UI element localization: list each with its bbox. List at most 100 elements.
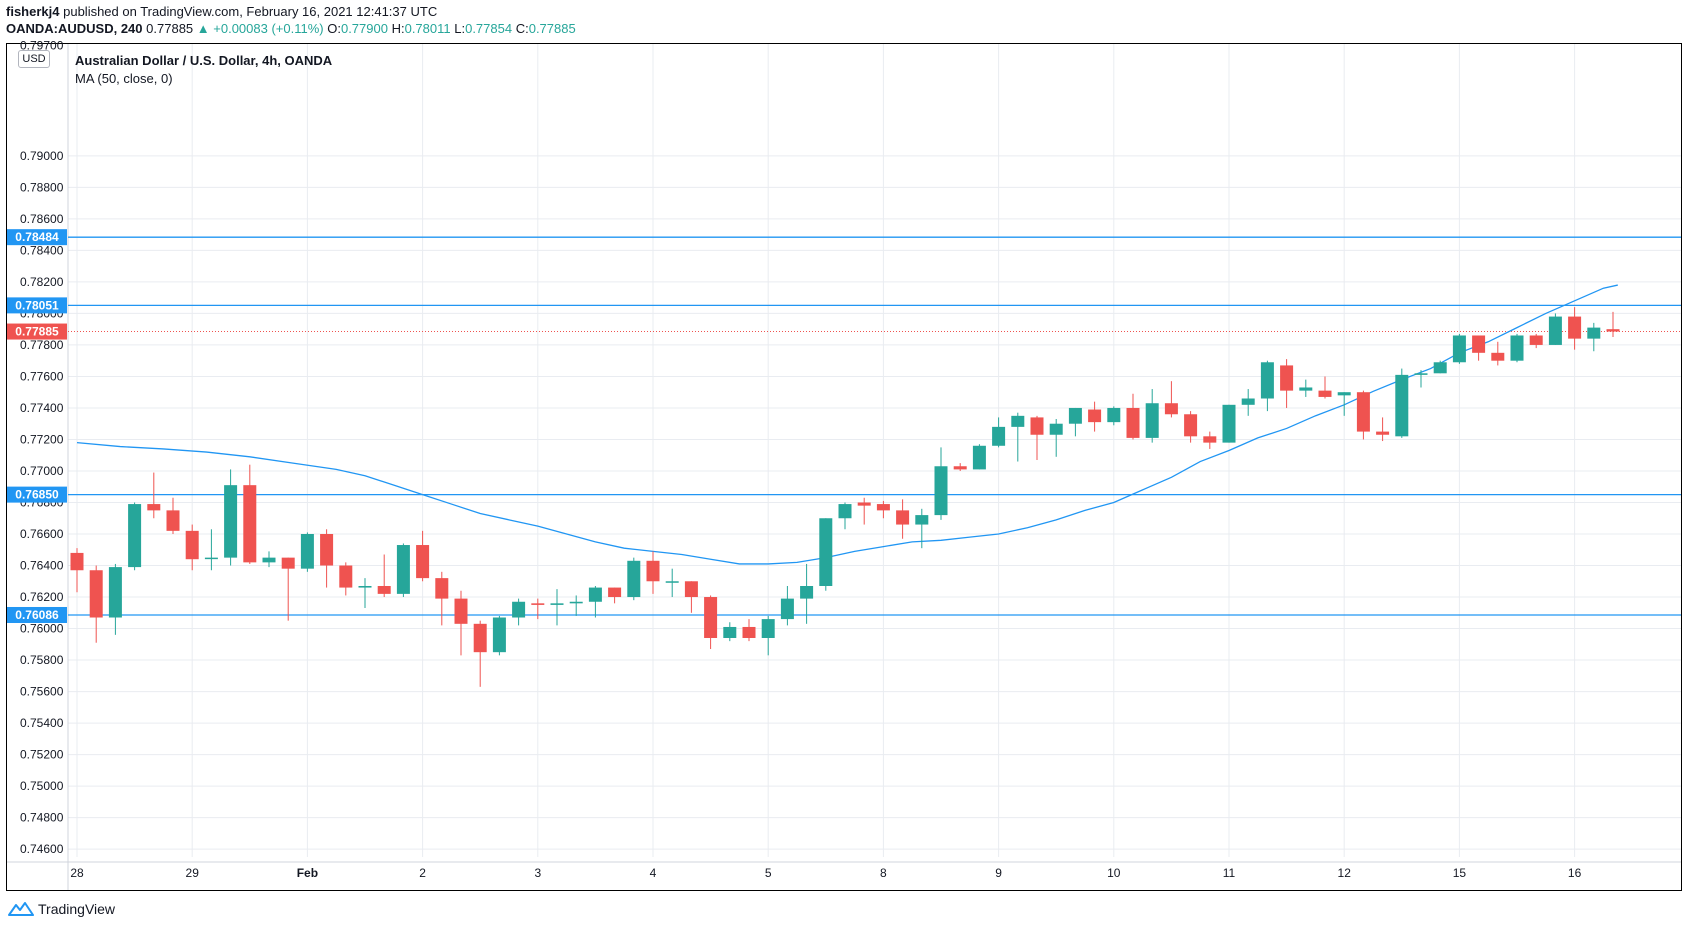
candle-bullish[interactable]	[1337, 392, 1351, 396]
indicator-label[interactable]: MA (50, close, 0)	[75, 71, 173, 86]
candle-bearish[interactable]	[185, 530, 199, 560]
candle-bullish[interactable]	[588, 587, 602, 602]
candle-bearish[interactable]	[281, 557, 295, 569]
candle-bearish[interactable]	[1280, 365, 1294, 391]
candle-bearish[interactable]	[416, 545, 430, 579]
candle-bullish[interactable]	[569, 601, 583, 604]
tradingview-footer[interactable]: TradingView	[8, 899, 115, 919]
candle-bullish[interactable]	[1145, 403, 1159, 438]
candle-bullish[interactable]	[1222, 404, 1236, 443]
candle-bullish[interactable]	[204, 557, 218, 560]
candle-bullish[interactable]	[1049, 423, 1063, 435]
candle-bearish[interactable]	[243, 485, 257, 563]
price-change: ▲ +0.00083 (+0.11%)	[196, 21, 324, 36]
candle-bullish[interactable]	[992, 426, 1006, 446]
candle-bullish[interactable]	[915, 515, 929, 525]
candle-bearish[interactable]	[1491, 352, 1505, 361]
candle-bullish[interactable]	[934, 466, 948, 516]
candle-bullish[interactable]	[1587, 327, 1601, 339]
candle-bullish[interactable]	[1510, 335, 1524, 361]
candle-bearish[interactable]	[1126, 407, 1140, 438]
candle-bearish[interactable]	[1184, 414, 1198, 437]
candle-bullish[interactable]	[108, 567, 122, 618]
candle-bullish[interactable]	[1107, 407, 1121, 423]
candle-bearish[interactable]	[1606, 329, 1620, 332]
candle-bearish[interactable]	[320, 534, 334, 566]
candle-bullish[interactable]	[761, 619, 775, 638]
y-tick-label: 0.79700	[20, 39, 64, 53]
moving-average-line[interactable]	[76, 284, 1618, 565]
x-tick-label: 9	[995, 866, 1002, 880]
candle-bullish[interactable]	[819, 518, 833, 586]
candle-bearish[interactable]	[1376, 431, 1390, 435]
candle-bearish[interactable]	[377, 586, 391, 594]
candle-bullish[interactable]	[1548, 316, 1562, 345]
candle-bearish[interactable]	[1318, 390, 1332, 397]
candle-bearish[interactable]	[435, 578, 449, 599]
level-price-tag	[7, 297, 67, 314]
candle-bullish[interactable]	[800, 586, 814, 599]
candle-bullish[interactable]	[492, 617, 506, 653]
candle-bullish[interactable]	[1011, 415, 1025, 427]
candle-bearish[interactable]	[70, 552, 84, 571]
candle-bearish[interactable]	[646, 560, 660, 582]
candle-bullish[interactable]	[780, 598, 794, 620]
candle-bearish[interactable]	[684, 581, 698, 598]
candle-bullish[interactable]	[627, 560, 641, 598]
candle-bearish[interactable]	[1088, 409, 1102, 423]
candle-bullish[interactable]	[972, 445, 986, 470]
candle-bearish[interactable]	[473, 623, 487, 653]
candle-bearish[interactable]	[531, 603, 545, 605]
candle-bullish[interactable]	[665, 581, 679, 583]
candle-bullish[interactable]	[128, 504, 142, 568]
candle-bearish[interactable]	[1030, 417, 1044, 435]
candle-bullish[interactable]	[224, 485, 238, 558]
candle-bearish[interactable]	[89, 570, 103, 618]
open-value: 0.77900	[340, 21, 388, 36]
candle-bearish[interactable]	[147, 504, 161, 511]
candle-bullish[interactable]	[262, 557, 276, 563]
candle-bearish[interactable]	[704, 597, 718, 638]
candle-bearish[interactable]	[339, 565, 353, 588]
candle-bullish[interactable]	[358, 586, 372, 588]
candle-bearish[interactable]	[857, 502, 871, 506]
x-tick-label: 5	[765, 866, 772, 880]
candle-bullish[interactable]	[838, 504, 852, 519]
candle-bearish[interactable]	[953, 466, 967, 470]
y-tick-label: 0.75800	[20, 653, 64, 667]
candle-bullish[interactable]	[1260, 362, 1274, 399]
y-tick-label: 0.77000	[20, 464, 64, 478]
candle-bullish[interactable]	[1395, 374, 1409, 437]
candle-bullish[interactable]	[723, 626, 737, 638]
candle-bullish[interactable]	[300, 534, 314, 569]
candle-bullish[interactable]	[1452, 335, 1466, 363]
candle-bearish[interactable]	[1568, 316, 1582, 339]
candle-bearish[interactable]	[742, 626, 756, 638]
candle-bearish[interactable]	[1164, 403, 1178, 415]
candle-bullish[interactable]	[396, 545, 410, 594]
candle-bullish[interactable]	[1414, 373, 1428, 375]
low-value: 0.77854	[465, 21, 513, 36]
candle-bullish[interactable]	[1433, 362, 1447, 374]
level-price-tag	[7, 606, 67, 623]
candle-bearish[interactable]	[1529, 335, 1543, 345]
candle-bullish[interactable]	[1068, 407, 1082, 424]
currency-badge[interactable]: USD	[18, 50, 50, 68]
level-price-label: 0.76086	[15, 608, 59, 622]
candle-bullish[interactable]	[1241, 398, 1255, 405]
candle-bearish[interactable]	[896, 510, 910, 525]
candle-bearish[interactable]	[876, 504, 890, 511]
candle-bearish[interactable]	[1472, 335, 1486, 353]
y-tick-label: 0.78800	[20, 180, 64, 194]
candle-bearish[interactable]	[1356, 392, 1370, 432]
candle-bearish[interactable]	[166, 510, 180, 531]
candle-bullish[interactable]	[550, 603, 564, 605]
candle-bullish[interactable]	[512, 601, 526, 618]
candle-bearish[interactable]	[1203, 436, 1217, 443]
candle-bearish[interactable]	[454, 598, 468, 624]
candle-bearish[interactable]	[608, 587, 622, 598]
candle-bullish[interactable]	[1299, 387, 1313, 391]
y-tick-label: 0.77600	[20, 369, 64, 383]
publisher-name[interactable]: fisherkj4	[6, 4, 60, 19]
